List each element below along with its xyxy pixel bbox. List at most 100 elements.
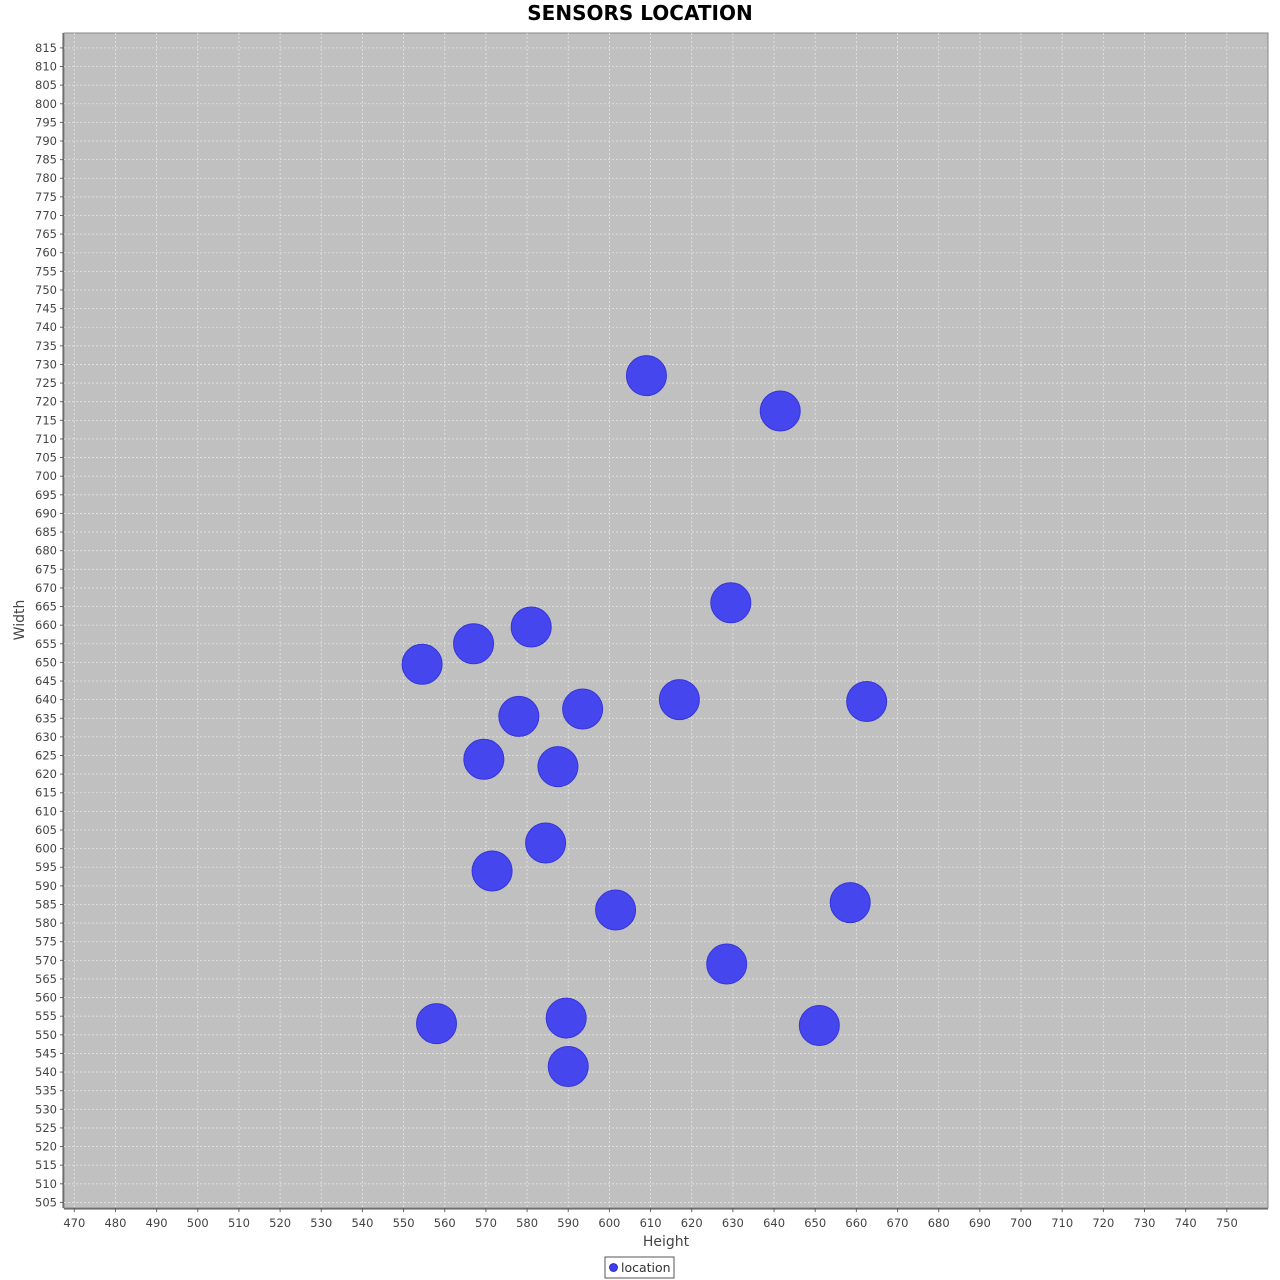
y-tick-label: 590: [35, 879, 57, 893]
data-point: [625, 355, 667, 397]
y-tick-label: 685: [35, 525, 57, 539]
y-tick-label: 790: [35, 134, 57, 148]
x-tick-label: 520: [269, 1216, 291, 1230]
x-tick-label: 500: [187, 1216, 209, 1230]
x-tick-label: 720: [1092, 1216, 1114, 1230]
y-tick-label: 585: [35, 897, 57, 911]
y-tick-label: 795: [35, 115, 57, 129]
data-points: [401, 355, 888, 1087]
x-tick-label: 620: [681, 1216, 703, 1230]
y-axis-label: Width: [12, 600, 28, 641]
x-tick-label: 560: [434, 1216, 456, 1230]
y-tick-label: 560: [35, 991, 57, 1005]
y-tick-label: 525: [35, 1121, 57, 1135]
y-tick-label: 635: [35, 711, 57, 725]
y-tick-label: 760: [35, 246, 57, 260]
y-tick-label: 610: [35, 804, 57, 818]
x-tick-label: 590: [557, 1216, 579, 1230]
data-point: [759, 390, 801, 432]
y-tick-label: 620: [35, 767, 57, 781]
x-tick-label: 480: [104, 1216, 126, 1230]
y-tick-label: 570: [35, 953, 57, 967]
data-point: [525, 822, 567, 864]
y-tick-label: 725: [35, 376, 57, 390]
data-point: [545, 997, 587, 1039]
y-tick-label: 755: [35, 264, 57, 278]
data-point: [547, 1045, 589, 1087]
x-tick-label: 580: [516, 1216, 538, 1230]
data-point: [658, 679, 700, 721]
y-tick-label: 730: [35, 357, 57, 371]
data-point: [562, 688, 604, 730]
y-tick-label: 665: [35, 600, 57, 614]
x-tick-label: 640: [763, 1216, 785, 1230]
y-tick-label: 645: [35, 674, 57, 688]
y-tick-label: 780: [35, 171, 57, 185]
y-axis: 505 510 515 520 525 530 535 540 545 550 555 560 565 5…: [35, 33, 64, 1209]
y-tick-label: 740: [35, 320, 57, 334]
x-tick-label: 690: [969, 1216, 991, 1230]
y-tick-label: 630: [35, 730, 57, 744]
y-tick-label: 540: [35, 1065, 57, 1079]
data-point: [595, 889, 637, 931]
x-tick-label: 680: [928, 1216, 950, 1230]
x-axis: 470 480 490 500 510 520 530 540 550 560 570 580 590 6…: [63, 1208, 1268, 1230]
y-tick-label: 710: [35, 432, 57, 446]
y-tick-label: 550: [35, 1028, 57, 1042]
y-tick-label: 670: [35, 581, 57, 595]
y-tick-label: 625: [35, 749, 57, 763]
y-tick-label: 545: [35, 1046, 57, 1060]
y-tick-label: 510: [35, 1177, 57, 1191]
x-tick-label: 530: [310, 1216, 332, 1230]
data-point: [416, 1003, 458, 1045]
y-tick-label: 535: [35, 1084, 57, 1098]
y-tick-label: 720: [35, 395, 57, 409]
x-tick-label: 610: [640, 1216, 662, 1230]
y-tick-label: 750: [35, 283, 57, 297]
y-tick-label: 785: [35, 153, 57, 167]
legend-marker: [609, 1263, 618, 1272]
chart-title: SENSORS LOCATION: [527, 1, 752, 25]
x-tick-label: 550: [393, 1216, 415, 1230]
y-tick-label: 815: [35, 41, 57, 55]
data-point: [829, 882, 871, 924]
y-tick-label: 800: [35, 97, 57, 111]
data-point: [471, 850, 513, 892]
data-point: [453, 623, 495, 665]
y-tick-label: 650: [35, 655, 57, 669]
y-tick-label: 515: [35, 1158, 57, 1172]
x-tick-label: 650: [804, 1216, 826, 1230]
data-point: [537, 746, 579, 788]
x-tick-label: 730: [1134, 1216, 1156, 1230]
y-tick-label: 565: [35, 972, 57, 986]
y-tick-label: 705: [35, 451, 57, 465]
x-axis-label: Height: [643, 1234, 690, 1250]
y-tick-label: 520: [35, 1140, 57, 1154]
y-tick-label: 580: [35, 916, 57, 930]
y-tick-label: 615: [35, 786, 57, 800]
y-tick-label: 695: [35, 488, 57, 502]
x-tick-label: 750: [1216, 1216, 1238, 1230]
y-tick-label: 605: [35, 823, 57, 837]
y-tick-label: 555: [35, 1009, 57, 1023]
data-point: [463, 738, 505, 780]
x-tick-label: 600: [598, 1216, 620, 1230]
y-tick-label: 715: [35, 413, 57, 427]
y-tick-label: 770: [35, 208, 57, 222]
data-point: [846, 681, 888, 723]
x-tick-label: 670: [887, 1216, 909, 1230]
x-tick-label: 710: [1051, 1216, 1073, 1230]
data-point: [510, 606, 552, 648]
legend-label: location: [621, 1260, 671, 1275]
legend-box: [604, 1256, 675, 1279]
data-point: [498, 695, 540, 737]
y-tick-label: 595: [35, 860, 57, 874]
y-tick-label: 680: [35, 544, 57, 558]
y-tick-label: 600: [35, 842, 57, 856]
x-tick-label: 510: [228, 1216, 250, 1230]
y-tick-label: 655: [35, 637, 57, 651]
y-tick-label: 530: [35, 1102, 57, 1116]
x-tick-label: 740: [1175, 1216, 1197, 1230]
x-tick-label: 700: [1010, 1216, 1032, 1230]
